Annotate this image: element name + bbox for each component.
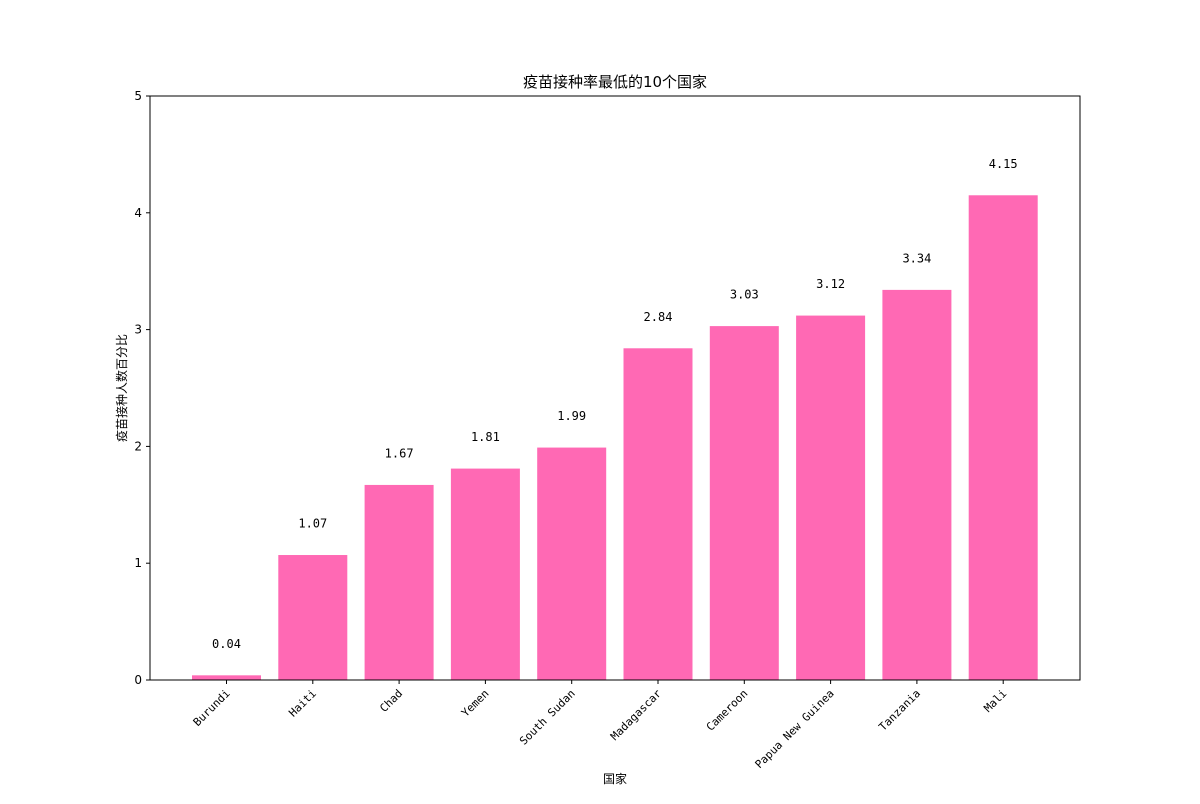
bar-mali: [968, 195, 1038, 680]
bar-value-label: 2.84: [644, 310, 673, 324]
x-tick-label: Haiti: [286, 687, 319, 720]
x-tick-label: Burundi: [191, 687, 233, 729]
y-axis-label: 疫苗接种人数百分比: [114, 334, 129, 442]
bar-yemen: [450, 468, 520, 680]
bar-tanzania: [882, 289, 952, 680]
bar-value-label: 1.07: [298, 517, 327, 531]
x-tick-label: Madagascar: [608, 687, 664, 743]
bars-layer: [192, 195, 1038, 680]
bar-papua-new-guinea: [796, 315, 866, 680]
bar-south-sudan: [537, 447, 607, 680]
x-tick-label: Mali: [981, 687, 1009, 715]
x-tick-label: Yemen: [459, 687, 492, 720]
bar-burundi: [192, 675, 261, 680]
bar-value-label: 1.81: [471, 430, 500, 444]
plot-area-frame: [149, 95, 1081, 681]
y-tick-label: 4: [134, 206, 142, 220]
x-tick-label: Cameroon: [704, 687, 751, 734]
bar-value-label: 0.04: [212, 637, 241, 651]
y-tick-label: 3: [134, 323, 142, 337]
bar-haiti: [278, 555, 348, 680]
bar-cameroon: [709, 326, 779, 680]
bar-chad: [364, 484, 434, 680]
y-tick-label: 2: [134, 439, 142, 453]
y-axis-ticks: 0 1 2 3 4 5: [134, 89, 150, 687]
x-tick-label: Chad: [377, 687, 405, 715]
bar-madagascar: [623, 348, 693, 680]
value-labels-layer: 0.04 1.07 1.67 1.81 1.99 2.84 3.03 3.12 3.34 4.15: [212, 157, 1018, 651]
bar-value-label: 1.67: [385, 447, 414, 461]
x-tick-label: Papua New Guinea: [753, 687, 837, 771]
x-axis-label: 国家: [603, 771, 627, 786]
y-tick-label: 5: [134, 89, 142, 103]
bar-value-label: 3.03: [730, 288, 759, 302]
bar-value-label: 3.12: [816, 277, 845, 291]
bar-value-label: 3.34: [902, 252, 931, 266]
y-tick-label: 0: [134, 673, 142, 687]
bar-value-label: 1.99: [557, 409, 586, 423]
bar-value-label: 4.15: [989, 157, 1018, 171]
x-tick-label: South Sudan: [517, 687, 578, 748]
x-tick-label: Tanzania: [876, 687, 923, 734]
chart-title: 疫苗接种率最低的10个国家: [523, 73, 707, 91]
y-tick-label: 1: [134, 556, 142, 570]
x-axis-ticks: Burundi Haiti Chad Yemen South Sudan Madagasc…: [191, 680, 1009, 771]
